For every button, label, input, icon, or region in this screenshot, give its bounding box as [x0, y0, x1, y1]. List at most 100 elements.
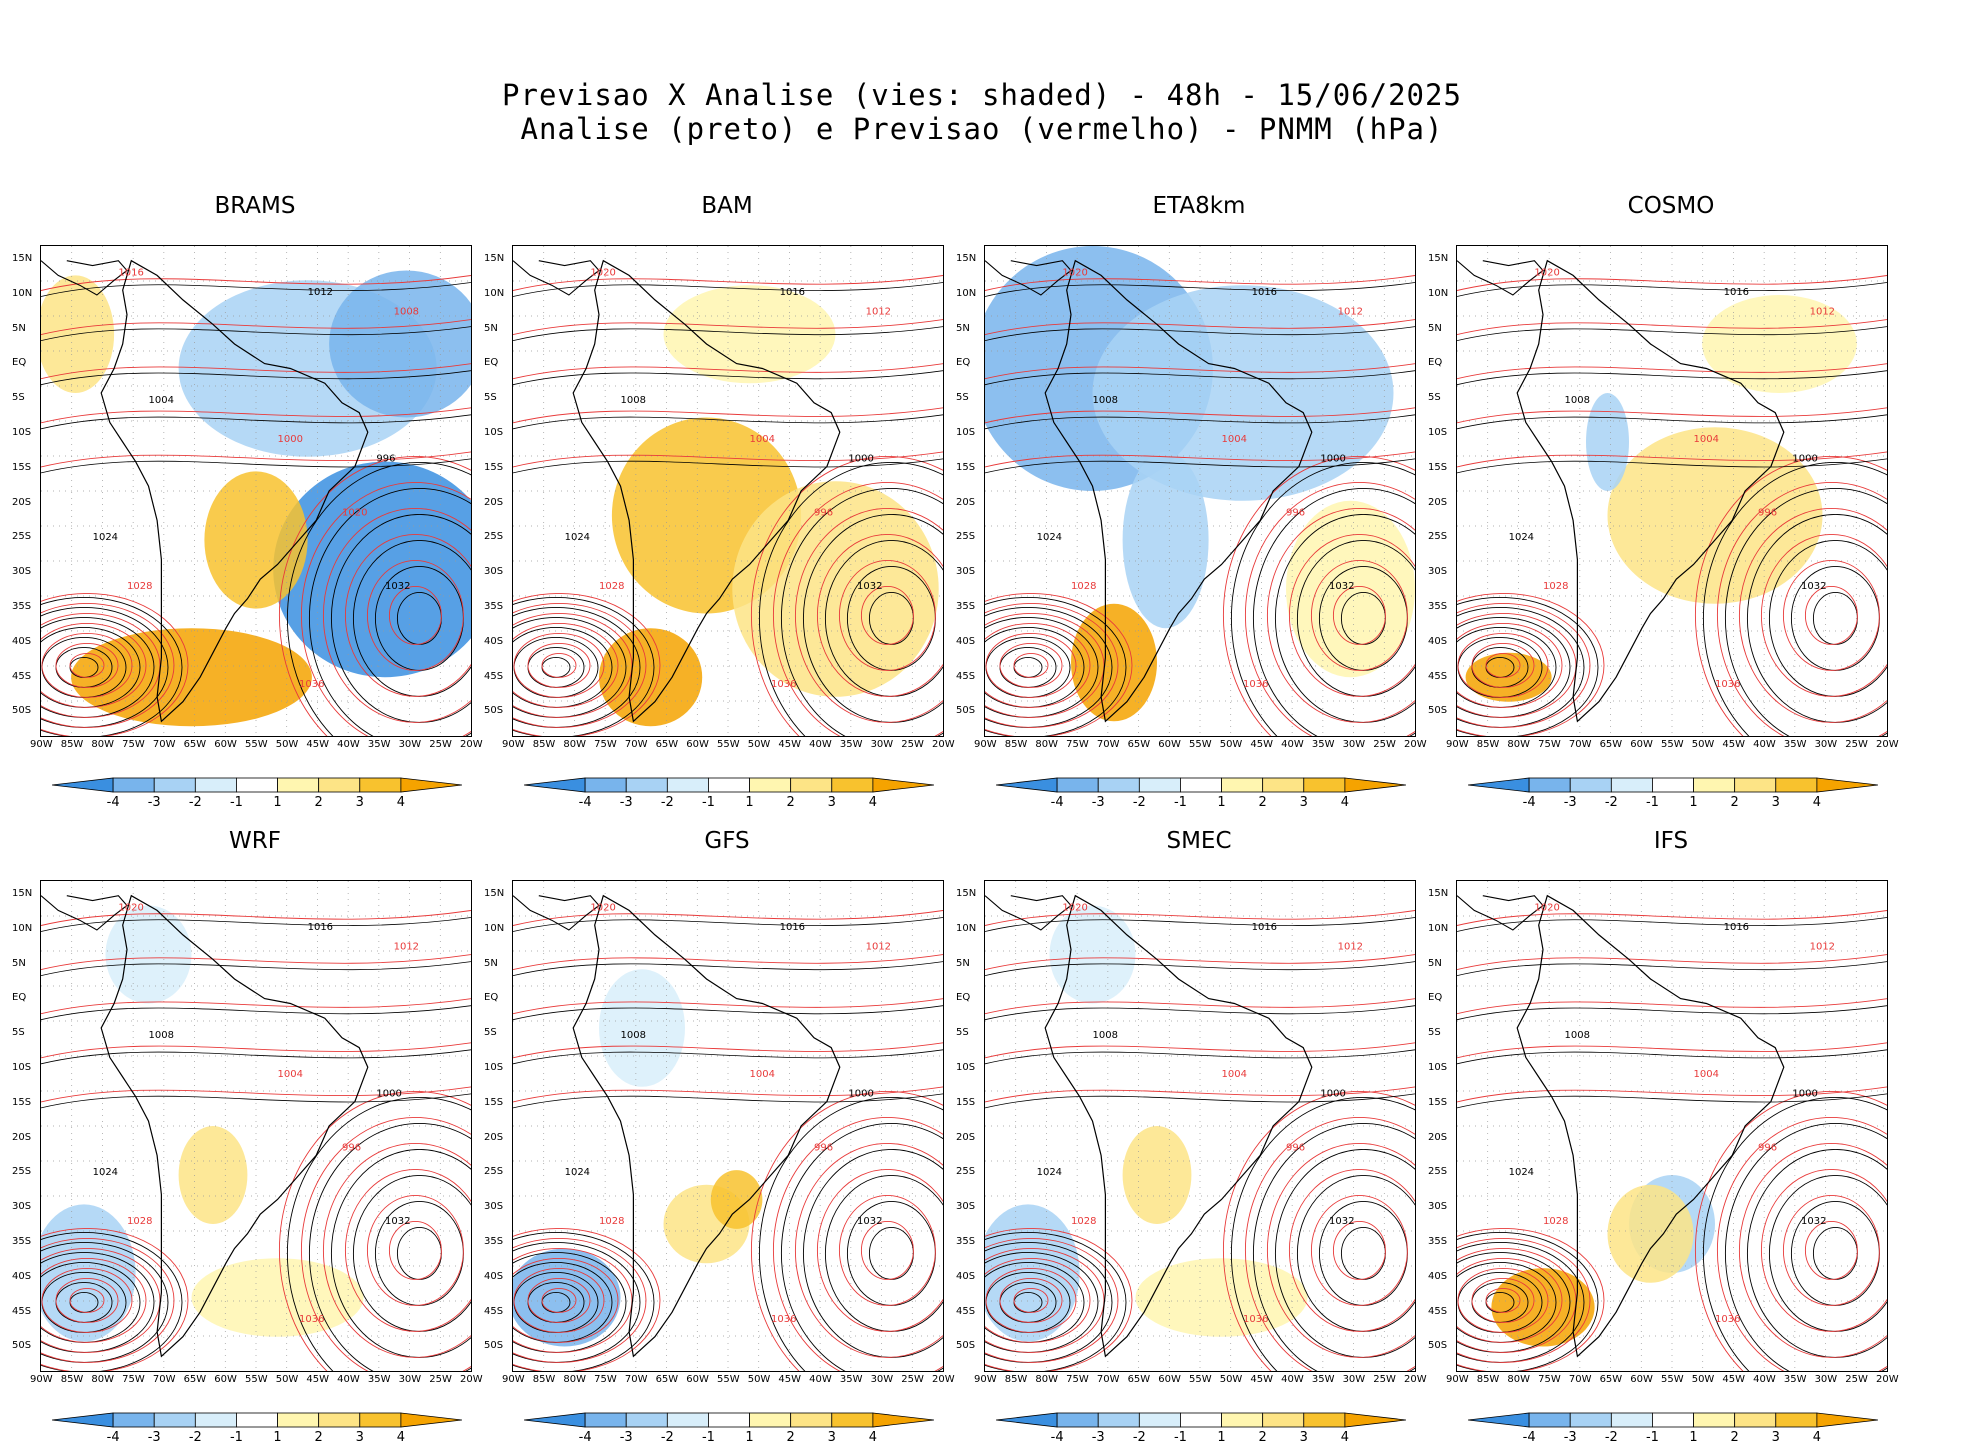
forecast-isobar: [1471, 642, 1535, 688]
lat-tick-label: 10N: [484, 287, 505, 299]
colorbar-swatch: [318, 1412, 361, 1428]
colorbar-swatch: [1569, 1412, 1612, 1428]
forecast-isobar: [41, 632, 133, 698]
forecast-isobar: [1457, 451, 1887, 468]
lat-tick-label: 40S: [956, 635, 976, 647]
bias-shading-area: [1607, 1184, 1694, 1283]
forecast-isobar: [278, 455, 471, 736]
isobar-label: 1020: [590, 902, 615, 913]
colorbar-label: 4: [1340, 795, 1350, 810]
forecast-isobar: [513, 954, 943, 971]
lat-tick-label: 50S: [484, 705, 504, 717]
forecast-isobar: [985, 602, 1119, 728]
lon-tick-label: 85W: [1004, 739, 1028, 750]
colorbar-swatch: [584, 1412, 627, 1428]
map-canvas: 1020 1016 1012 1008 1004 1000 996 1024 1028 1032 1…: [41, 881, 471, 1371]
isobar-label: 1036: [299, 679, 324, 690]
central-america-coastline: [41, 895, 128, 931]
lon-tick-label: 25W: [429, 1374, 452, 1385]
colorbar-swatch: [995, 1412, 1058, 1428]
forecast-isobar: [1332, 1220, 1386, 1280]
colorbar-swatch: [153, 777, 196, 793]
colorbar-label: -2: [1132, 1430, 1146, 1445]
colorbar-label: -4: [106, 1430, 120, 1445]
forecast-isobar: [513, 910, 943, 926]
analysis-isobar: [41, 370, 471, 386]
isobar-label: 1024: [1509, 1167, 1534, 1178]
colorbar-swatch: [1734, 1412, 1777, 1428]
colorbar-swatch: [872, 777, 935, 793]
lat-tick-label: 40S: [1428, 1270, 1448, 1282]
forecast-isobar: [513, 602, 647, 728]
bias-shading-area: [985, 1204, 1080, 1342]
isobar-label: 1000: [278, 434, 303, 445]
isobar-label: 1008: [394, 307, 419, 318]
forecast-isobar: [1288, 533, 1415, 697]
isobar-label: 1000: [848, 454, 873, 465]
isobar-label: 1008: [149, 1030, 174, 1041]
isobar-label: 1032: [1801, 1216, 1826, 1227]
colorbar-label: 3: [1771, 1430, 1780, 1445]
colorbar-label: -4: [578, 795, 592, 810]
analysis-isobar: [513, 326, 943, 341]
lon-tick-label: 55W: [717, 1374, 740, 1385]
bias-shading-area: [1071, 603, 1157, 722]
forecast-isobar: [985, 592, 1133, 736]
colorbar-swatch: [1734, 777, 1777, 793]
analysis-isobar: [41, 326, 471, 341]
forecast-isobar: [860, 585, 914, 645]
lat-tick-label: 10S: [956, 1062, 976, 1073]
forecast-isobar: [1457, 998, 1887, 1015]
forecast-isobar: [1457, 1227, 1605, 1371]
colorbar-swatch: [1652, 777, 1694, 793]
analysis-isobar: [513, 1093, 943, 1109]
lon-tick-label: 80W: [563, 739, 587, 750]
forecast-isobar: [1457, 622, 1563, 708]
lon-tick-label: 25W: [1845, 1374, 1868, 1385]
forecast-isobar: [1457, 910, 1887, 926]
forecast-isobar: [985, 451, 1415, 468]
analysis-isobar: [41, 282, 471, 297]
lat-tick-label: EQ: [956, 357, 971, 369]
forecast-isobar: [1457, 592, 1605, 736]
lat-tick-label: 10N: [12, 287, 33, 299]
lon-tick-label: 70W: [1096, 739, 1120, 750]
lat-tick-label: 10S: [12, 1062, 32, 1073]
forecast-isobar: [41, 998, 471, 1015]
panel-title: GFS: [704, 828, 750, 854]
lat-tick-label: 15S: [12, 1096, 32, 1108]
isobar-label: 1016: [780, 922, 805, 933]
colorbar-label: -2: [1604, 795, 1618, 810]
lon-tick-label: 90W: [974, 1374, 997, 1385]
forecast-isobar: [860, 1220, 914, 1280]
forecast-isobar: [527, 1277, 591, 1323]
forecast-isobar: [1485, 652, 1521, 678]
isobar-label: 1000: [1792, 1089, 1817, 1100]
colorbar-swatch: [1180, 777, 1222, 793]
forecast-isobar: [1457, 407, 1887, 424]
colorbar-swatch: [194, 1412, 237, 1428]
lat-tick-label: 45S: [956, 670, 976, 682]
colorbar-swatch: [1097, 777, 1140, 793]
colorbar-swatch: [1467, 777, 1530, 793]
colorbar-label: -4: [106, 795, 120, 810]
lat-tick-label: EQ: [12, 357, 27, 369]
isobar-label: 1028: [1543, 581, 1568, 592]
isobar-label: 1024: [93, 532, 118, 543]
south-america-coastline: [572, 259, 841, 723]
bias-shading-area: [732, 481, 939, 697]
lat-tick-label: 45S: [12, 670, 32, 682]
analysis-isobar: [41, 1005, 471, 1021]
forecast-isobar: [1782, 1194, 1880, 1306]
analysis-isobar: [513, 370, 943, 386]
analysis-isobar: [985, 1231, 1127, 1371]
colorbar-label: -3: [1091, 795, 1105, 810]
colorbar-swatch: [831, 1412, 874, 1428]
forecast-isobar: [300, 1116, 471, 1371]
colorbar-swatches: [1467, 777, 1879, 793]
lat-tick-label: 35S: [12, 1236, 32, 1247]
isobar-label: 1008: [621, 1030, 646, 1041]
analysis-isobar: [41, 1049, 471, 1065]
lon-tick-label: 55W: [1661, 1374, 1684, 1385]
colorbar-swatch: [112, 1412, 155, 1428]
